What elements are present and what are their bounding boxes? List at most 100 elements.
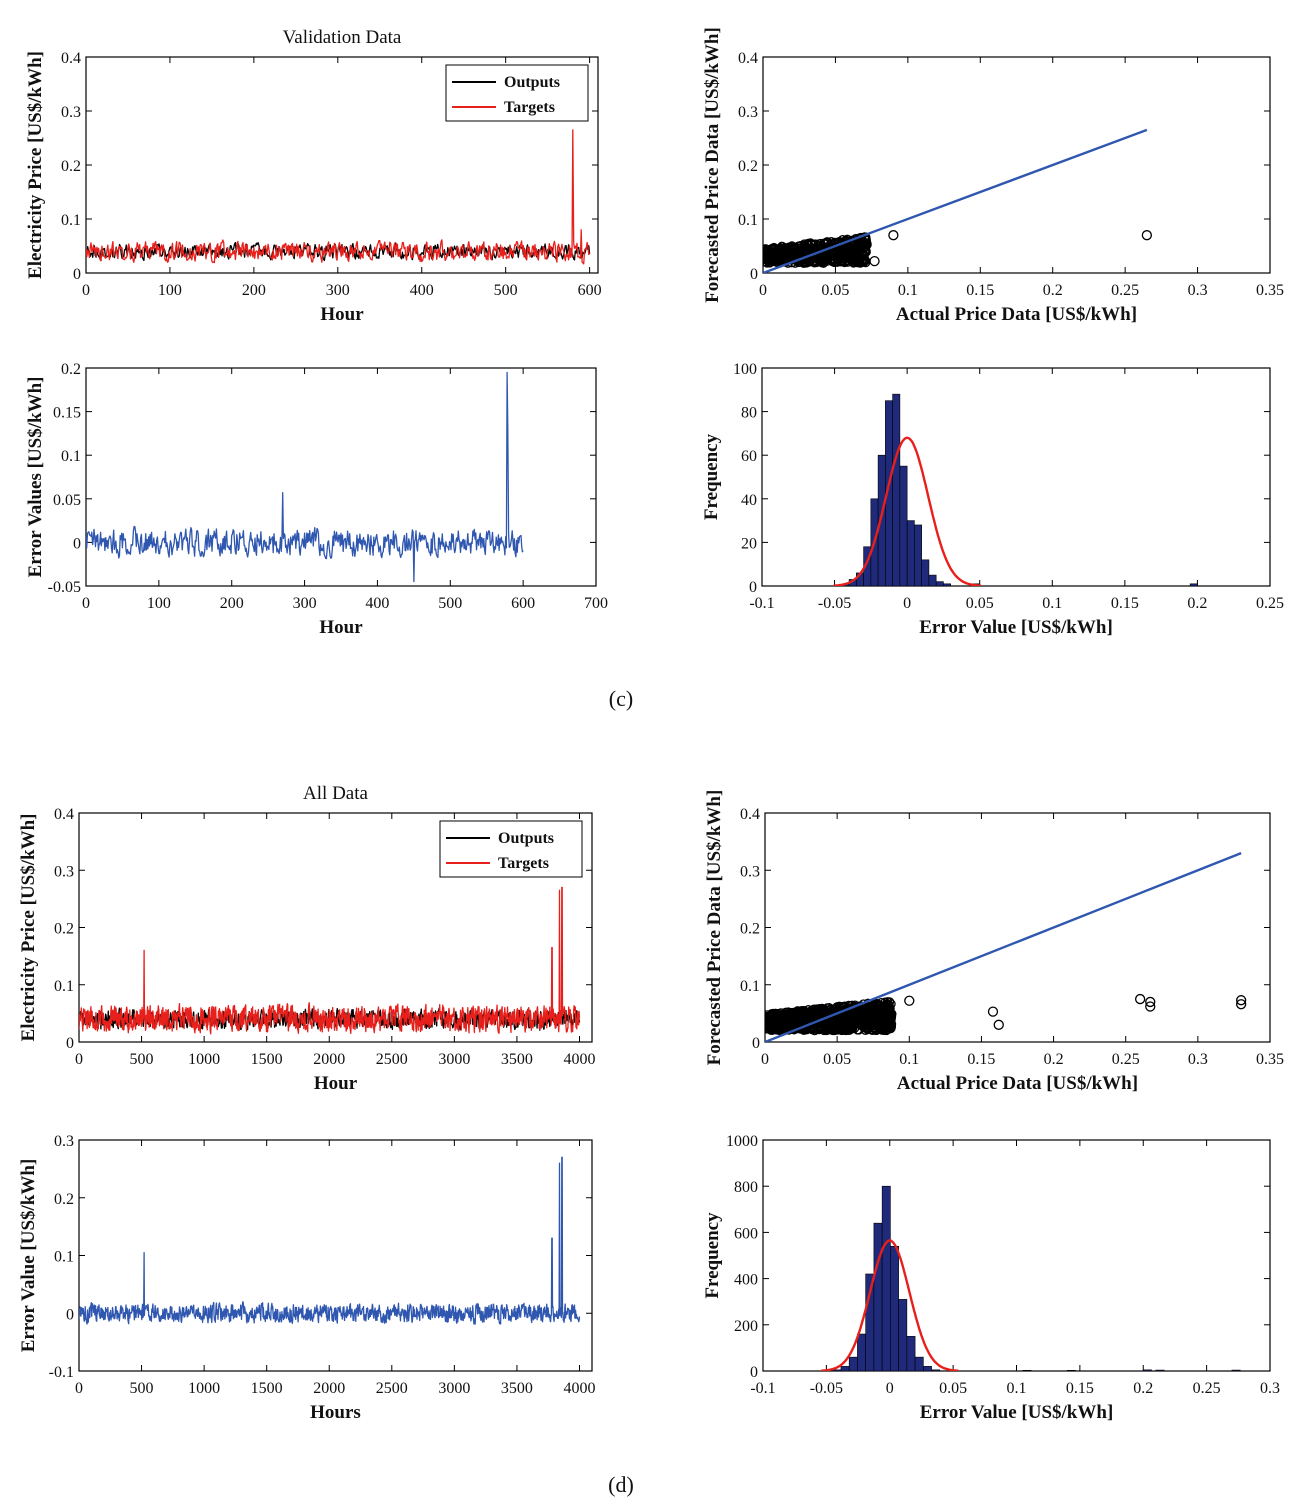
plot-area [86,129,591,265]
x-axis-label: Actual Price Data [US$/kWh] [896,304,1137,325]
x-tick-label: 0.15 [967,1051,995,1068]
y-tick-label: 0.2 [740,921,760,938]
legend: Outputs Targets [445,64,589,122]
x-tick-label: 0.25 [1256,595,1284,612]
plot-area [765,851,1247,1042]
x-tick-label: 3000 [438,1051,470,1068]
y-tick-label: 0 [66,1306,74,1323]
scatter-point [851,1007,861,1018]
plot-area [821,1185,1241,1371]
scatter-point [765,1012,772,1022]
x-tick-label: 0 [75,1380,83,1397]
axes-frame [85,367,597,587]
scatter-outlier [987,1006,999,1017]
y-tick-label: 0.1 [54,1249,74,1266]
scatter-outlier [1235,999,1247,1010]
scatter-point [838,1023,849,1034]
y-tick-label: 60 [741,448,757,465]
scatter-point [853,250,864,260]
caption-c: (c) [609,686,633,711]
scatter-point [842,248,852,258]
scatter-point [828,1019,839,1030]
histogram-bar [1142,1369,1152,1371]
legend-box [439,820,583,878]
y-tick-label: 0.1 [740,978,760,995]
histogram-bar [906,520,915,586]
y-tick-label: 0.1 [54,978,74,995]
scatter-point [875,1009,885,1020]
scatter-point [785,1021,795,1032]
c_error-chart: 0 100 200 300 400 500 600 700-0.0500.050.10.150… [25,361,608,638]
histogram-bar [921,559,930,586]
x-tick-label: 300 [326,282,350,299]
y-tick-label: 0.1 [738,212,758,229]
fit-line [765,851,1242,1042]
normal-fit-curve [833,436,981,586]
x-axis-label: Error Value [US$/kWh] [920,1402,1114,1423]
d_error-chart: 0 500 1000 1500 2000 2500 3000 3500 4000-0.100.1… [18,1133,595,1423]
x-tick-label: 2000 [313,1051,345,1068]
chart-title: Validation Data [283,27,402,48]
histogram-bar [848,1356,858,1371]
scatter-point [766,1025,776,1035]
y-tick-label: 20 [741,535,757,552]
x-tick-label: 500 [494,282,518,299]
scatter-point [884,1014,895,1024]
y-tick-label: 0 [750,1364,758,1381]
y-tick-label: 0 [73,535,81,552]
scatter-outlier [1134,993,1146,1005]
scatter-point [818,258,829,268]
x-tick-label: 0.05 [939,1380,967,1397]
y-tick-label: 1000 [726,1133,758,1150]
x-tick-label: 0.25 [1111,282,1139,299]
y-tick-label: 400 [734,1272,758,1289]
x-tick-label: 1500 [251,1380,283,1397]
x-tick-label: 400 [365,595,389,612]
x-tick-label: 0 [761,1051,769,1068]
x-tick-label: 2500 [376,1051,408,1068]
y-tick-label: 40 [741,492,757,509]
histogram-bar [840,1366,850,1371]
x-axis-label: Hours [310,1402,361,1423]
series-line-error [86,371,524,583]
histogram-bar [914,524,922,586]
scatter-point [885,1005,895,1015]
scatter-outlier [1145,996,1156,1008]
x-tick-label: 3500 [501,1051,533,1068]
chart-title: All Data [303,783,368,804]
x-tick-label: 3000 [438,1380,470,1397]
x-tick-label: 0 [75,1051,83,1068]
x-tick-label: 0.15 [966,282,994,299]
scatter-outlier [1141,230,1153,241]
x-axis-label: Error Value [US$/kWh] [919,617,1113,638]
scatter-point [775,1012,785,1022]
caption-d: (d) [608,1472,634,1497]
y-tick-label: 0.05 [53,492,81,509]
scatter-point [866,1025,876,1035]
y-tick-label: 80 [741,405,757,422]
scatter-point [851,245,861,255]
scatter-point [825,1004,835,1015]
x-tick-label: 0.2 [1133,1380,1153,1397]
x-tick-label: 0.25 [1112,1051,1140,1068]
scatter-outlier [888,230,899,241]
d_timeseries-chart: 0 500 1000 1500 2000 2500 3000 3500 4000 0 0.1 0.2 0… [18,783,595,1094]
x-tick-label: -0.1 [749,595,774,612]
scatter-point [765,1022,771,1032]
axes-frame [78,1139,593,1372]
plot-area [833,393,1198,586]
histogram-bar [1231,1369,1241,1371]
scatter-point [879,1025,890,1035]
x-tick-label: 0 [903,595,911,612]
plot-area [79,1156,581,1325]
y-axis-label: Forecasted Price Data [US$/kWh] [704,790,725,1066]
y-tick-label: -0.1 [49,1364,74,1381]
scatter-outlier [1145,1001,1156,1012]
x-tick-label: 1000 [188,1051,220,1068]
y-axis-label: Frequency [701,433,722,520]
scatter-point [779,1012,790,1022]
y-tick-label: 0.4 [738,50,758,67]
x-tick-label: 2500 [376,1380,408,1397]
y-tick-label: 800 [734,1179,758,1196]
x-tick-label: 500 [438,595,462,612]
